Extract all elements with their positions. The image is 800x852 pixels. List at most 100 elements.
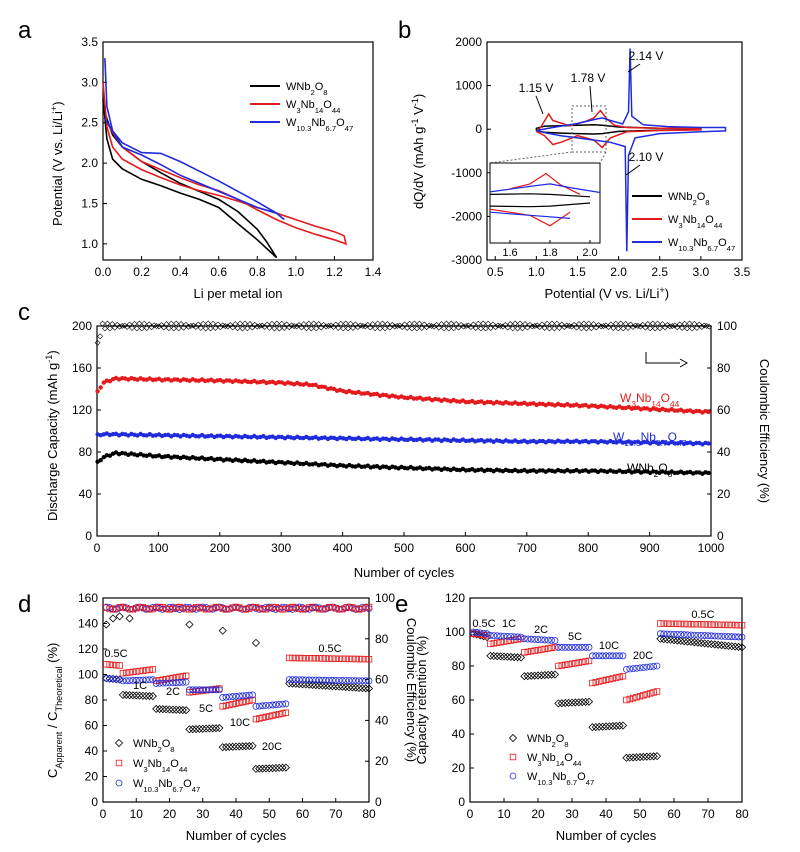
marker	[322, 676, 330, 684]
x-axis-title: Potential (V vs. Li/Li+)	[545, 285, 670, 301]
marker	[527, 635, 535, 643]
marker	[192, 724, 201, 734]
marker	[325, 655, 333, 662]
efficiency-point	[691, 320, 698, 327]
text-part: 44	[179, 765, 188, 774]
y2-tick-label: 60	[717, 403, 731, 417]
capacity-point	[589, 468, 595, 473]
x-tick-label: 80	[362, 807, 376, 821]
efficiency-point	[519, 325, 526, 332]
text-part: 8	[323, 88, 327, 97]
marker	[279, 710, 286, 717]
marker	[136, 603, 143, 611]
efficiency-point	[205, 320, 212, 327]
marker	[116, 604, 123, 611]
efficiency-point	[173, 320, 180, 327]
marker	[209, 604, 216, 612]
marker	[544, 636, 552, 644]
marker	[345, 603, 353, 611]
peak-label: 2.14 V	[629, 49, 664, 63]
efficiency-point	[116, 323, 123, 330]
inset-tick-label: 1.6	[502, 247, 517, 259]
efficiency-point	[183, 321, 189, 328]
marker	[674, 631, 681, 638]
marker	[355, 655, 363, 663]
legend-label: W3Nb14O44	[527, 752, 582, 768]
marker	[112, 675, 120, 683]
marker	[218, 626, 227, 635]
text-part: 3	[537, 759, 541, 768]
marker	[241, 742, 251, 751]
marker	[656, 634, 665, 643]
marker	[509, 753, 517, 761]
efficiency-point	[409, 325, 415, 332]
y-tick-label: 40	[79, 487, 93, 501]
efficiency-point	[632, 322, 639, 329]
marker	[272, 701, 280, 709]
marker	[687, 620, 695, 628]
marker	[308, 680, 317, 689]
marker	[362, 604, 369, 611]
marker	[116, 676, 124, 683]
efficiency-point	[504, 324, 511, 331]
efficiency-point	[362, 323, 369, 330]
marker	[670, 630, 678, 638]
text-part: 2	[310, 88, 314, 97]
marker	[149, 605, 157, 613]
marker	[728, 633, 736, 641]
marker	[551, 637, 559, 644]
y-tick-label: 80	[85, 693, 99, 707]
efficiency-point	[210, 320, 216, 327]
marker	[271, 763, 280, 773]
text-part: -1	[410, 119, 420, 127]
efficiency-point	[170, 325, 177, 332]
marker	[236, 699, 243, 707]
marker	[302, 676, 310, 684]
marker	[523, 671, 532, 681]
curve-W10.3Nb6.7O47	[104, 58, 285, 221]
efficiency-point	[369, 321, 376, 328]
text-part: (%)	[45, 643, 60, 667]
marker	[265, 701, 273, 709]
efficiency-point	[327, 322, 334, 329]
marker	[269, 701, 276, 709]
marker	[242, 606, 250, 613]
marker	[486, 651, 495, 660]
inset-curve	[489, 202, 591, 208]
text-part: 14	[556, 759, 565, 768]
y-tick-label: 60	[452, 693, 466, 707]
series-label: W10.3Nb6.7O47	[613, 430, 687, 448]
marker	[653, 662, 661, 670]
efficiency-point	[411, 320, 418, 327]
marker	[554, 699, 563, 708]
marker	[704, 621, 712, 628]
axis-arrow-head	[679, 358, 689, 368]
marker	[261, 764, 270, 773]
capacity-point	[359, 391, 364, 396]
y-tick-label: 100	[78, 668, 98, 682]
efficiency-point	[463, 323, 469, 329]
efficiency-point	[232, 321, 239, 328]
marker	[182, 706, 191, 715]
marker	[285, 604, 293, 611]
y2-axis-title: Coulombic Efficiency (%)	[757, 359, 772, 503]
y-tick-label: 1.0	[81, 237, 98, 251]
marker	[228, 742, 237, 751]
efficiency-point	[106, 325, 113, 332]
marker	[229, 604, 236, 611]
marker	[575, 659, 582, 666]
text-part: Nb	[148, 758, 162, 770]
marker	[632, 753, 641, 762]
panel-letter: b	[398, 17, 411, 44]
marker	[483, 630, 491, 638]
x-tick-label: 30	[565, 807, 579, 821]
efficiency-point	[401, 321, 408, 328]
efficiency-point	[637, 323, 644, 330]
marker	[196, 686, 203, 694]
marker	[339, 655, 346, 662]
text-part: 14	[315, 106, 324, 115]
marker	[622, 753, 631, 762]
marker	[133, 604, 140, 612]
inset-tick-label: 1.8	[542, 247, 557, 259]
marker	[734, 642, 743, 652]
